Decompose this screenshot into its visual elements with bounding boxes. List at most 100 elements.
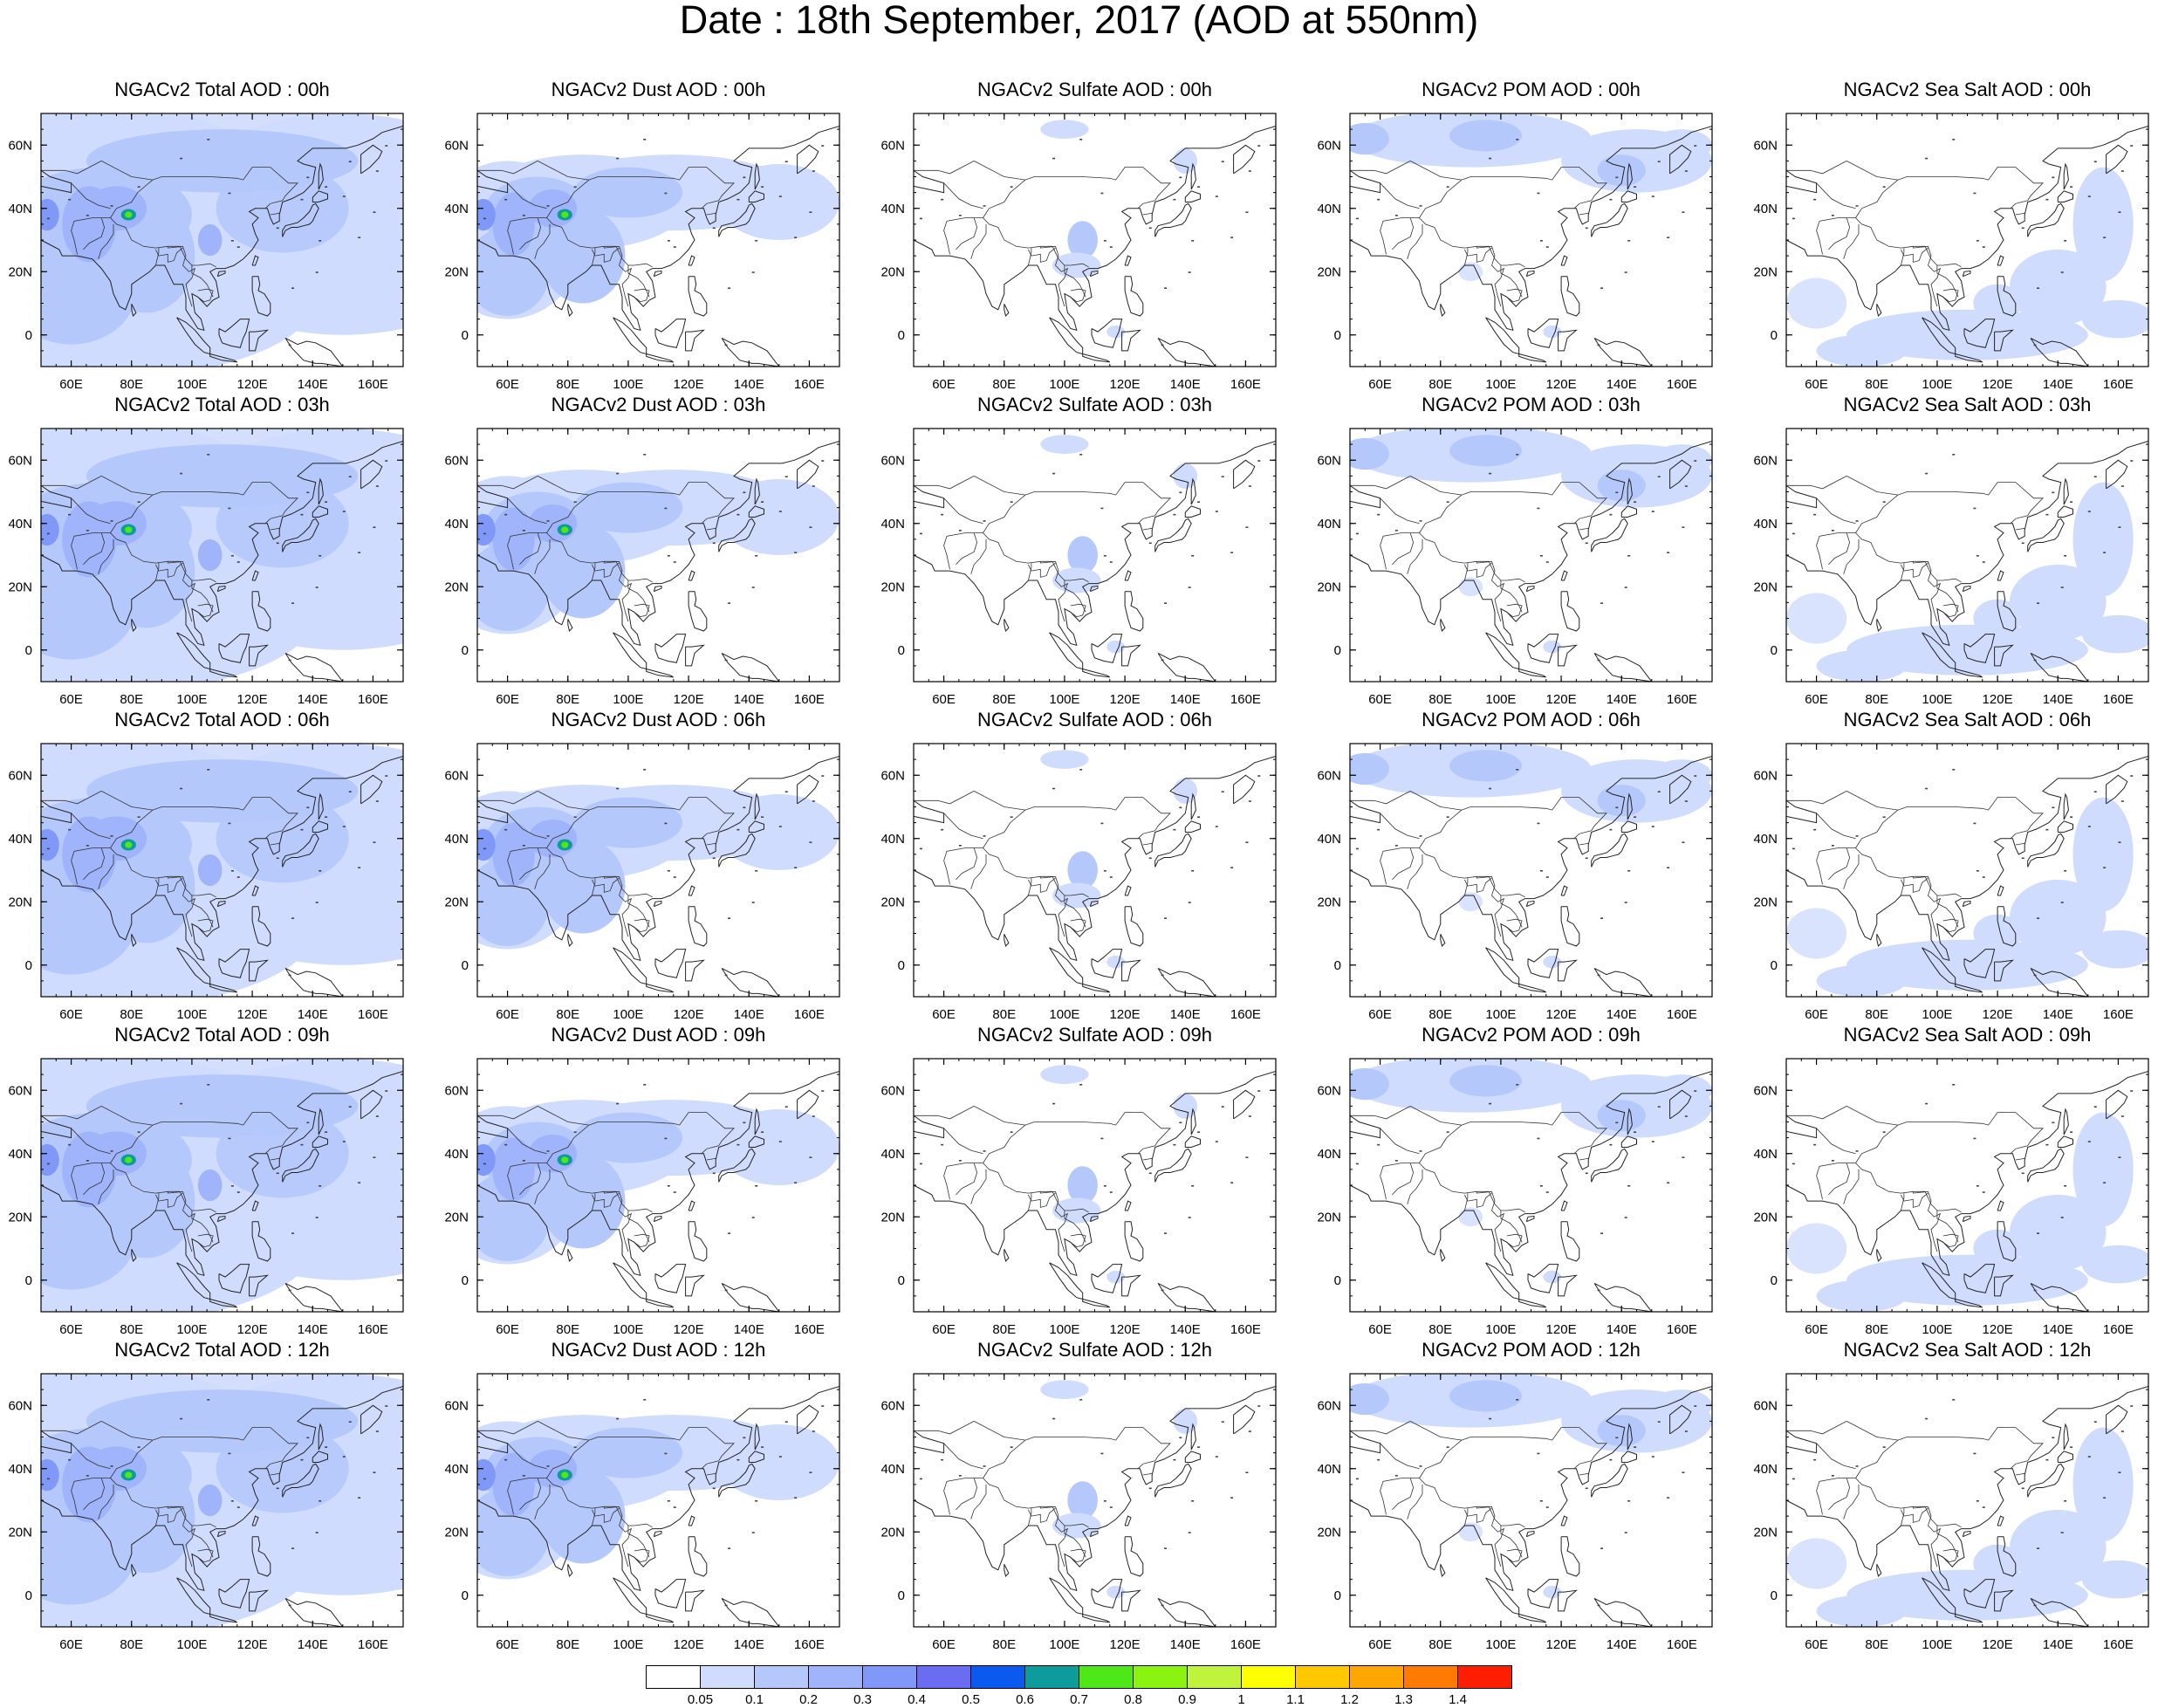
lat-tick-label: 40N bbox=[1317, 517, 1341, 532]
station-mark bbox=[68, 828, 72, 831]
coastline bbox=[646, 353, 675, 363]
coastline bbox=[688, 906, 708, 947]
country-border bbox=[155, 1508, 160, 1526]
lat-tick-label: 20N bbox=[1317, 1525, 1341, 1540]
coastline bbox=[218, 319, 250, 348]
coastline bbox=[685, 1274, 705, 1297]
station-mark bbox=[1109, 1191, 1113, 1193]
station-mark bbox=[1257, 1405, 1261, 1407]
coastline bbox=[1994, 329, 2014, 352]
coastline bbox=[1350, 1115, 1381, 1139]
aod-contour bbox=[1449, 1380, 1523, 1412]
station-mark bbox=[1394, 1160, 1398, 1162]
aod-contour bbox=[540, 523, 626, 619]
coastline bbox=[718, 1463, 756, 1498]
panel-title: NGACv2 Sulfate AOD : 00h bbox=[976, 79, 1213, 100]
map-panel: NGACv2 Sulfate AOD : 00h 60E 80E 100E 120E 14… bbox=[873, 79, 1309, 392]
station-mark bbox=[1597, 974, 1600, 977]
station-mark bbox=[207, 454, 210, 456]
station-mark bbox=[1355, 532, 1359, 535]
lon-tick-label: 140E bbox=[1607, 1322, 1637, 1337]
country-border bbox=[1843, 1169, 1860, 1204]
station-mark bbox=[2045, 513, 2049, 516]
country-border bbox=[706, 842, 716, 846]
lon-tick-label: 100E bbox=[176, 377, 207, 392]
coastline bbox=[1525, 585, 1535, 593]
station-mark bbox=[1245, 526, 1249, 528]
station-mark bbox=[373, 1471, 376, 1473]
colorbar-label: 1.3 bbox=[1394, 1692, 1413, 1707]
country-border bbox=[545, 494, 653, 583]
country-border bbox=[943, 497, 983, 525]
coastline bbox=[688, 1515, 695, 1526]
station-mark bbox=[2045, 1458, 2049, 1461]
coastline bbox=[1518, 984, 1547, 993]
colorbar-label: 0.7 bbox=[1070, 1692, 1088, 1707]
country-border bbox=[592, 1508, 596, 1526]
coastline bbox=[249, 1589, 269, 1612]
aod-contour bbox=[41, 1176, 138, 1290]
station-mark bbox=[1341, 561, 1344, 563]
country-border bbox=[2015, 212, 2025, 216]
lon-tick-label: 80E bbox=[556, 1322, 579, 1337]
station-mark bbox=[2037, 917, 2040, 919]
country-border bbox=[182, 561, 196, 622]
station-mark bbox=[1079, 769, 1083, 771]
colorbar-label: 0.3 bbox=[853, 1692, 872, 1707]
coastline bbox=[41, 1386, 403, 1591]
lat-tick-label: 0 bbox=[898, 328, 905, 343]
coastline bbox=[914, 1386, 1276, 1591]
coastline bbox=[131, 1563, 137, 1578]
lon-tick-label: 60E bbox=[932, 377, 956, 392]
coastline bbox=[1233, 774, 1256, 805]
coastline bbox=[646, 669, 675, 678]
station-mark bbox=[728, 602, 731, 604]
coastline bbox=[685, 959, 705, 982]
country-border bbox=[1380, 1443, 1420, 1470]
coastline bbox=[251, 276, 271, 317]
lon-tick-label: 160E bbox=[794, 692, 825, 707]
country-border bbox=[507, 1478, 547, 1515]
station-mark bbox=[2120, 1115, 2124, 1117]
station-mark bbox=[315, 1532, 319, 1533]
lon-tick-label: 120E bbox=[1546, 1322, 1577, 1337]
aod-contour bbox=[1350, 122, 1389, 155]
country-border bbox=[982, 179, 1089, 268]
country-border bbox=[1846, 1421, 2044, 1461]
coastline bbox=[1190, 792, 1196, 820]
coastline bbox=[360, 1089, 383, 1120]
aod-contour bbox=[1052, 567, 1101, 593]
country-border bbox=[1912, 1190, 1928, 1194]
lat-tick-label: 20N bbox=[8, 1210, 32, 1224]
station-mark bbox=[180, 472, 183, 475]
coastline bbox=[914, 1430, 945, 1454]
lon-tick-label: 60E bbox=[932, 692, 956, 707]
colorbar-label: 1.2 bbox=[1340, 1692, 1359, 1707]
lon-tick-label: 60E bbox=[496, 1007, 519, 1022]
coastline bbox=[1627, 477, 1633, 505]
lon-tick-label: 80E bbox=[1428, 1637, 1452, 1652]
colorbar-swatch bbox=[1187, 1665, 1242, 1689]
station-mark bbox=[2064, 1185, 2067, 1187]
station-mark bbox=[46, 532, 50, 535]
station-mark bbox=[110, 520, 113, 522]
station-mark bbox=[1446, 501, 1449, 503]
country-border bbox=[83, 532, 106, 566]
aod-contour bbox=[1846, 1569, 2088, 1621]
station-mark bbox=[812, 485, 815, 487]
country-border bbox=[545, 1124, 653, 1213]
station-mark bbox=[1539, 555, 1543, 557]
country-border bbox=[956, 1163, 978, 1196]
station-mark bbox=[207, 1399, 210, 1401]
country-border bbox=[1901, 1507, 1928, 1523]
map-panel: NGACv2 Sulfate AOD : 06h 60E 80E 100E 120E 14… bbox=[873, 709, 1309, 1022]
station-mark bbox=[1489, 1102, 1492, 1105]
country-border bbox=[1854, 1124, 1962, 1213]
station-mark bbox=[673, 246, 676, 248]
coastline bbox=[477, 1071, 839, 1276]
coastline bbox=[1997, 885, 2004, 896]
station-mark bbox=[1791, 1478, 1795, 1480]
coastline bbox=[251, 1515, 259, 1526]
lat-tick-label: 20N bbox=[1753, 264, 1778, 279]
